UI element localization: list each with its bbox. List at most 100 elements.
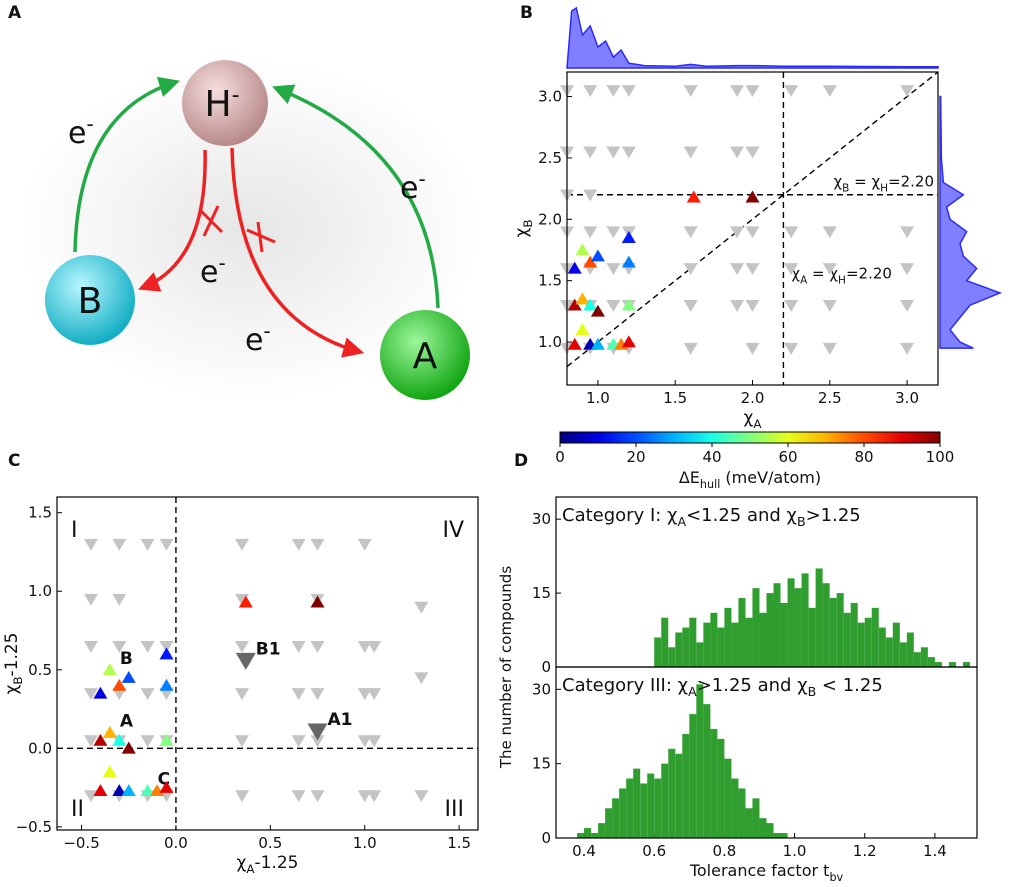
bar xyxy=(724,607,732,667)
node xyxy=(380,310,470,400)
point xyxy=(140,688,155,700)
bar xyxy=(703,704,711,838)
bar xyxy=(766,823,774,838)
point xyxy=(606,226,621,239)
point xyxy=(784,263,799,276)
point xyxy=(575,243,590,256)
bar xyxy=(738,598,746,667)
reference-line xyxy=(566,71,939,368)
charge: - xyxy=(86,112,93,136)
point xyxy=(583,189,598,202)
point xyxy=(140,735,155,748)
node-label: H- xyxy=(204,83,239,125)
panel-label: C xyxy=(8,451,20,471)
x-tick-label: 1.0 xyxy=(353,834,377,852)
point xyxy=(357,735,372,748)
point xyxy=(83,538,98,551)
x-tick-label: 2.5 xyxy=(818,389,842,407)
annotation: H xyxy=(880,183,888,195)
point xyxy=(414,672,429,685)
x-tick-label: −0.5 xyxy=(63,834,99,852)
point xyxy=(745,190,760,203)
y-axis-label: χ xyxy=(2,685,22,695)
bar xyxy=(948,662,956,667)
y-axis-label: The number of compounds xyxy=(497,566,515,769)
point xyxy=(310,595,325,608)
y-tick-label: 15 xyxy=(532,584,551,602)
annotation: =2.20 xyxy=(888,173,934,191)
annotation: χB = χH=2.20 xyxy=(833,173,934,195)
bar xyxy=(717,627,725,667)
x-tick-label: 0.5 xyxy=(258,834,282,852)
y-axis-label: χ xyxy=(512,228,532,238)
bar xyxy=(864,617,872,667)
bar xyxy=(780,833,788,838)
point xyxy=(310,790,325,803)
x-axis-label: bv xyxy=(829,871,843,884)
subplot-title: <1.25 and χ xyxy=(686,505,797,526)
annotation: =2.20 xyxy=(846,265,892,283)
density-y xyxy=(939,95,1003,349)
bar xyxy=(906,632,914,667)
plot-frame xyxy=(566,71,939,386)
annotation: χ xyxy=(791,265,800,283)
point xyxy=(745,226,760,239)
subplot-title: >1.25 xyxy=(806,505,861,526)
bar xyxy=(647,773,655,838)
point xyxy=(583,298,598,311)
edge-label: e- xyxy=(245,319,271,358)
point xyxy=(822,342,837,355)
bar xyxy=(640,783,648,838)
y-tick-label: 30 xyxy=(532,510,551,528)
charge: - xyxy=(218,251,225,275)
bar xyxy=(808,607,816,667)
point xyxy=(745,146,760,159)
point xyxy=(159,647,174,660)
bar xyxy=(668,748,676,838)
bar xyxy=(682,627,690,667)
bar xyxy=(773,583,781,667)
point xyxy=(683,263,698,276)
node xyxy=(45,255,135,345)
y-tick-label: 0.5 xyxy=(28,661,52,679)
colorbar-tick-label: 40 xyxy=(702,448,721,466)
point xyxy=(575,323,590,336)
point xyxy=(621,146,636,159)
point xyxy=(567,261,582,274)
bar xyxy=(913,652,921,667)
point-label: B xyxy=(120,649,133,669)
bar xyxy=(682,733,690,838)
edge-label: e xyxy=(200,255,218,290)
annotation: χA = χH=2.20 xyxy=(791,265,892,287)
bar xyxy=(612,798,620,838)
point xyxy=(621,298,636,311)
y-tick-label: 1.0 xyxy=(28,582,52,600)
bar xyxy=(626,778,634,838)
bar xyxy=(787,578,795,667)
edge-label: e xyxy=(68,116,86,151)
point-label: A xyxy=(120,712,134,732)
bar xyxy=(878,627,886,667)
point xyxy=(784,299,799,312)
point xyxy=(291,688,306,700)
block-mark xyxy=(198,205,224,237)
bar xyxy=(696,642,704,667)
point xyxy=(159,640,174,653)
point xyxy=(159,678,174,691)
point xyxy=(102,725,117,738)
point xyxy=(621,335,636,348)
point xyxy=(150,784,165,796)
point xyxy=(310,688,325,700)
node-label: B xyxy=(78,281,103,322)
y-tick-label: 0.0 xyxy=(28,739,52,757)
point xyxy=(745,342,760,355)
x-tick-label: 2.0 xyxy=(741,389,765,407)
point xyxy=(102,765,117,778)
x-axis-label: χA xyxy=(744,408,763,431)
point xyxy=(121,670,136,683)
edge-label: e xyxy=(400,171,418,206)
point xyxy=(112,784,127,796)
x-axis-label: χA-1.25 xyxy=(237,853,299,876)
point xyxy=(235,688,250,700)
point xyxy=(606,85,621,98)
